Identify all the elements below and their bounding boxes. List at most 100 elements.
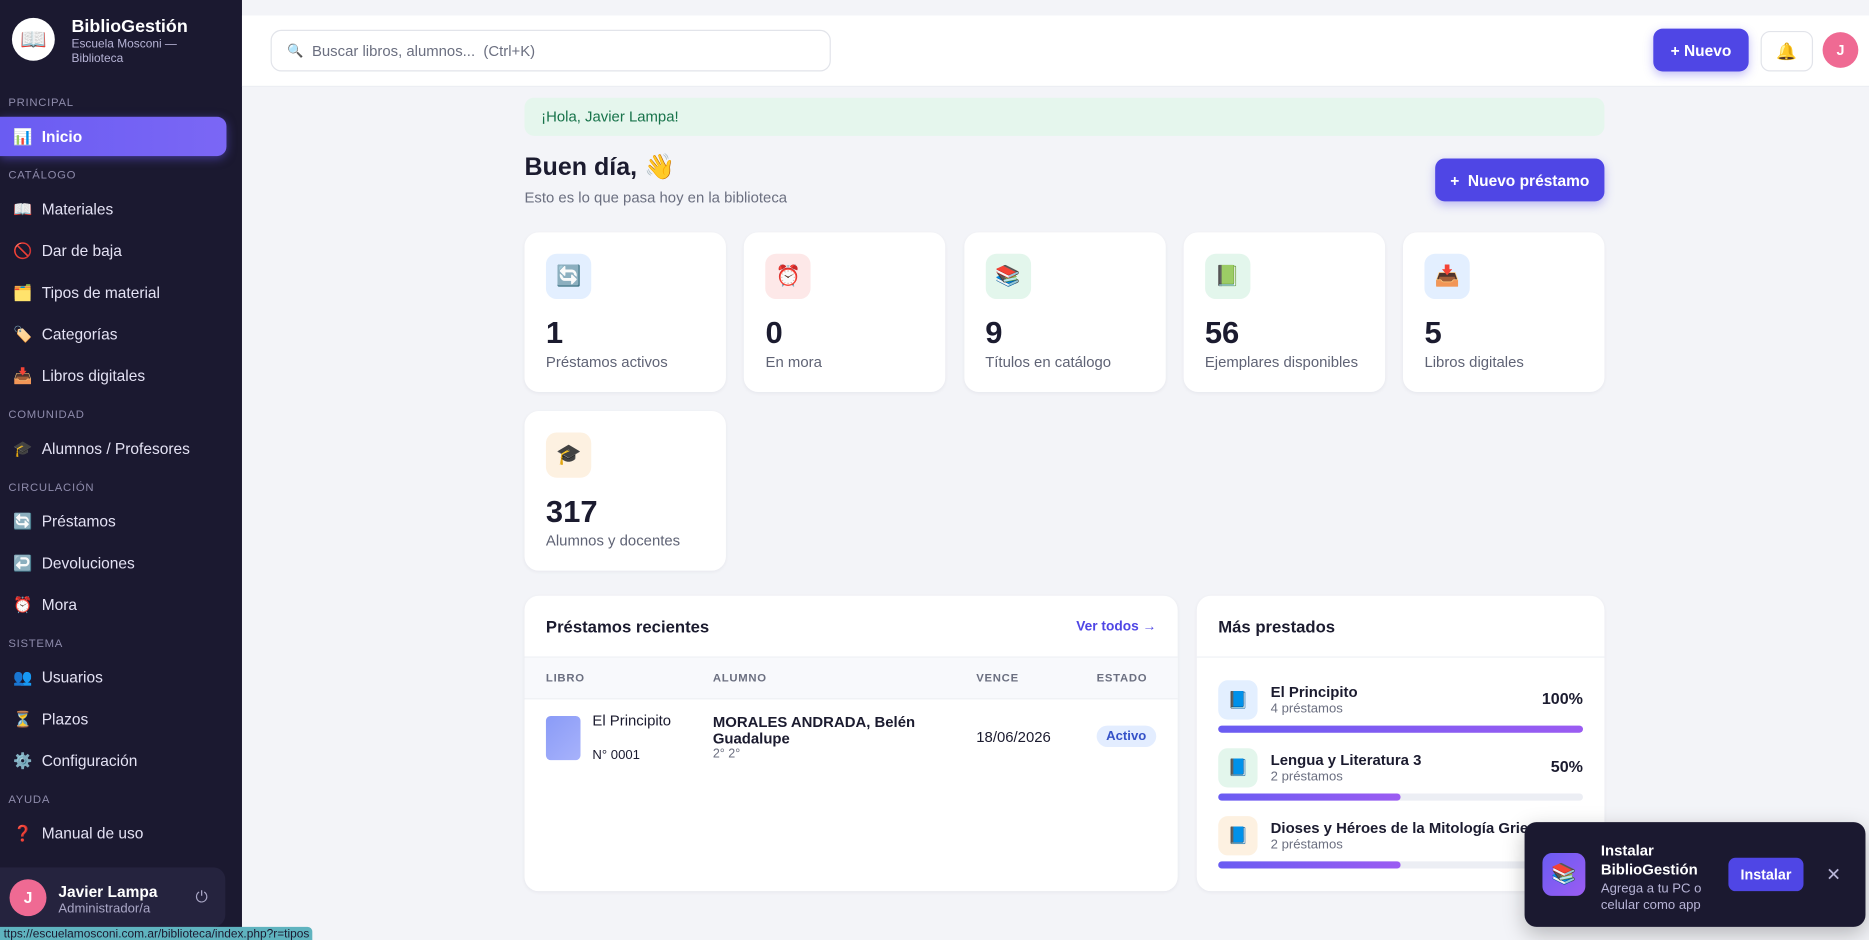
nav-item[interactable]: ↩️ Devoluciones	[0, 543, 226, 582]
book-cover	[545, 716, 581, 761]
logo: 📖	[11, 17, 55, 61]
nav-icon: ⚙️	[13, 751, 33, 770]
status-url: ttps://escuelamosconi.com.ar/biblioteca/…	[0, 926, 313, 940]
item-count: 2 préstamos	[1270, 769, 1343, 784]
book-code: N° 0001	[592, 748, 640, 763]
item-title: Lengua y Literatura 3	[1270, 751, 1422, 769]
nav-icon: 🎓	[13, 439, 33, 457]
see-all[interactable]: Ver todos →	[1076, 619, 1157, 634]
brand-subtitle: Escuela Mosconi — Biblioteca	[71, 38, 177, 66]
nav-item[interactable]: 🗂️ Tipos de material	[0, 273, 226, 312]
nav-icon: 📊	[13, 126, 33, 145]
stat-label: Títulos en catálogo	[985, 353, 1112, 371]
nav-icon: 📥	[13, 366, 33, 385]
item-title: Dioses y Héroes de la Mitología Griega	[1270, 819, 1546, 837]
nav-label: Alumnos / Profesores	[41, 439, 190, 458]
progress-bar	[1218, 725, 1583, 733]
nav-label: Libros digitales	[41, 366, 146, 385]
new-button[interactable]: + Nuevo	[1653, 28, 1749, 72]
nav-item[interactable]: 👥 Usuarios	[0, 658, 226, 697]
stat-value: 56	[1204, 314, 1240, 351]
nav-label: Configuración	[41, 751, 138, 770]
recent-loans: Préstamos recientes Ver todos → LIBRO ALU…	[524, 595, 1178, 892]
item-percent: 100%	[1541, 689, 1583, 708]
nav-item[interactable]: ⚙️ Configuración	[0, 741, 226, 780]
stat-card: 🔄 1 Préstamos activos	[524, 232, 726, 392]
stat-value: 1	[545, 314, 564, 351]
topbar: 🔍 Buscar libros, alumnos... (Ctrl+K) + N…	[241, 15, 1869, 87]
notifications[interactable]: 🔔	[1760, 30, 1814, 72]
avatar[interactable]: J	[1822, 32, 1859, 68]
nav-icon: ↩️	[13, 553, 33, 572]
stat-card: 📚 9 Títulos en catálogo	[963, 232, 1166, 392]
stat-icon: 🔄	[545, 253, 592, 300]
stat-card: 📥 5 Libros digitales	[1402, 232, 1605, 392]
progress-bar	[1218, 793, 1401, 801]
sidebar: 📖 BiblioGestión Escuela Mosconi — Biblio…	[0, 0, 242, 940]
nav-section: SISTEMA	[8, 637, 64, 651]
nav-icon: 🗂️	[13, 282, 33, 301]
item-count: 2 préstamos	[1270, 837, 1343, 852]
most-borrowed: Más prestados 📘 El Principito 4 préstamos 1…	[1196, 595, 1605, 892]
nav-item[interactable]: 🔄 Préstamos	[0, 502, 226, 541]
stat-value: 0	[765, 314, 783, 351]
user-card[interactable]: J Javier Lampa Administrador/a ⏻	[0, 867, 226, 927]
alert: ¡Hola, Javier Lampa!	[524, 97, 1605, 136]
nav-item[interactable]: ⏰ Mora	[0, 585, 226, 624]
column-header: VENCE	[976, 671, 1019, 686]
stat-card: ⏰ 0 En mora	[744, 232, 946, 392]
stat-icon: 📗	[1204, 253, 1251, 300]
progress-track	[1218, 793, 1583, 801]
nav-label: Devoluciones	[41, 554, 135, 572]
stat-icon: 📚	[985, 253, 1031, 300]
item-icon: 📘	[1218, 680, 1258, 720]
panel-title: Más prestados	[1218, 617, 1336, 637]
close[interactable]: ✕	[1826, 864, 1842, 886]
nav-label: Préstamos	[41, 512, 116, 531]
student: MORALES ANDRADA, Belén Guadalupe	[712, 713, 916, 748]
nav-icon: 🏷️	[13, 324, 33, 343]
nav-section: COMUNIDAD	[8, 408, 85, 422]
nav-item[interactable]: 🎓 Alumnos / Profesores	[0, 429, 226, 468]
nav-icon: 📖	[13, 199, 33, 218]
table-header: LIBRO ALUMNO VENCE ESTADO	[524, 656, 1178, 700]
greeting-subtitle: Esto es lo que pasa hoy en la biblioteca	[524, 189, 788, 207]
item-count: 4 préstamos	[1270, 701, 1343, 717]
divider	[1196, 656, 1605, 658]
stat-value: 5	[1424, 314, 1442, 351]
nav-item[interactable]: 🏷️ Categorías	[0, 315, 226, 354]
nav-item[interactable]: 📊 Inicio	[0, 116, 227, 157]
progress-track	[1218, 861, 1583, 869]
nav-item[interactable]: ⏳ Plazos	[0, 699, 226, 738]
nav: PRINCIPAL 📊 Inicio CATÁLOGO 📖 Materiales 🚫 Dar …	[0, 86, 242, 856]
greeting: Buen día, 👋	[524, 153, 676, 182]
nav-label: Dar de baja	[41, 241, 122, 260]
search-icon: 🔍	[287, 44, 304, 59]
new-loan-button[interactable]: + Nuevo préstamo	[1435, 158, 1605, 202]
nav-label: Inicio	[41, 127, 83, 146]
nav-label: Manual de uso	[41, 824, 144, 843]
stat-icon: 📥	[1424, 253, 1470, 300]
nav-item[interactable]: 🚫 Dar de baja	[0, 231, 226, 270]
nav-label: Tipos de material	[41, 283, 161, 302]
column-header: ALUMNO	[712, 671, 767, 686]
nav-item[interactable]: ❓ Manual de uso	[0, 814, 226, 853]
toast-title: Instalar BiblioGestión	[1600, 842, 1698, 879]
stat-label: Ejemplares disponibles	[1204, 353, 1359, 371]
nav-section: PRINCIPAL	[8, 96, 74, 110]
search[interactable]: 🔍 Buscar libros, alumnos... (Ctrl+K)	[270, 29, 831, 72]
column-header: LIBRO	[545, 671, 585, 686]
logout[interactable]: ⏻	[195, 887, 208, 906]
stat-value: 317	[545, 493, 598, 529]
nav-item[interactable]: 📖 Materiales	[0, 189, 226, 228]
nav-section: CATÁLOGO	[8, 169, 77, 183]
stats: 🔄 1 Préstamos activos ⏰ 0 En mora 📚 9 Títulos en…	[524, 232, 1605, 571]
stat-value: 9	[985, 314, 1003, 351]
nav-label: Materiales	[41, 200, 114, 219]
nav-item[interactable]: 📥 Libros digitales	[0, 356, 226, 395]
nav-icon: ⏰	[13, 595, 33, 613]
ranking-item: 📘 Dioses y Héroes de la Mitología Griega 2…	[1218, 816, 1583, 882]
install-button[interactable]: Instalar	[1728, 857, 1804, 892]
user-role: Administrador/a	[58, 901, 151, 917]
